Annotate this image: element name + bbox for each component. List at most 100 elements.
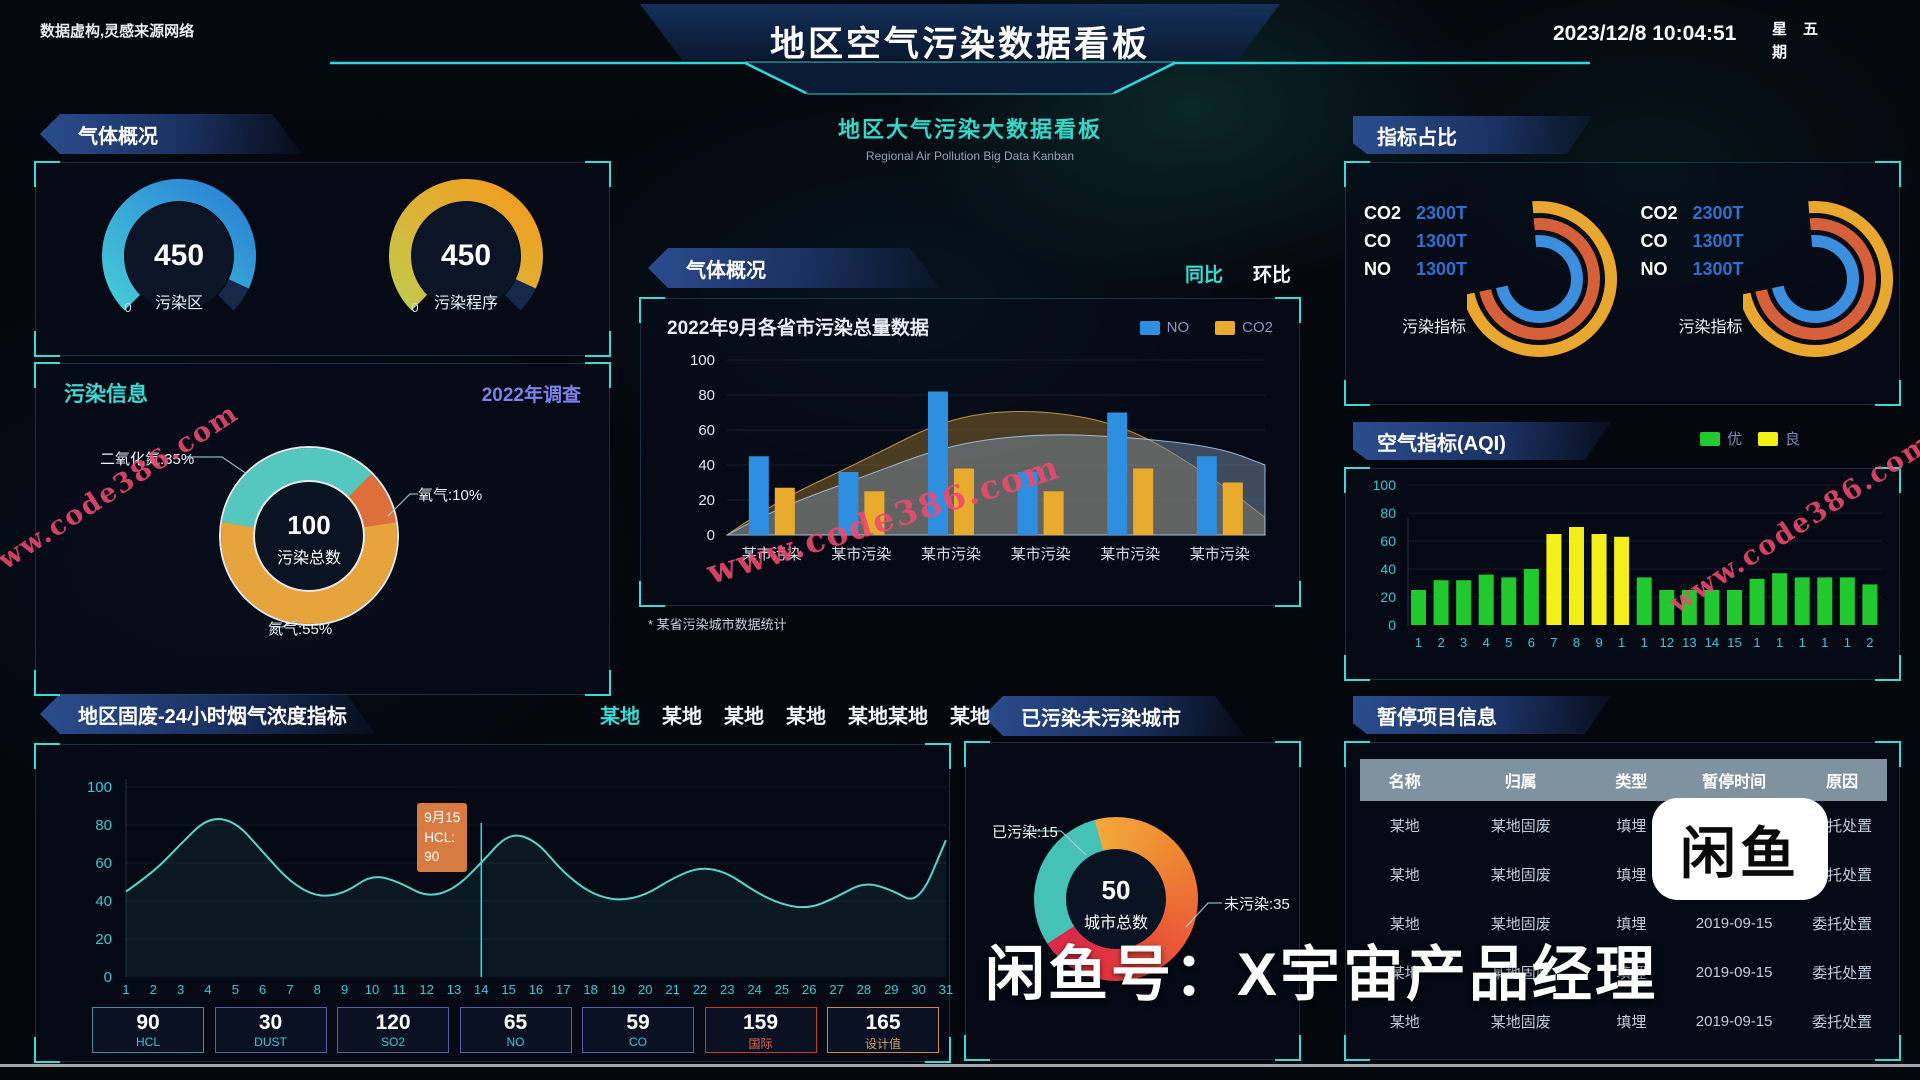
- svg-text:20: 20: [95, 931, 112, 948]
- x-tick: 28: [856, 982, 872, 997]
- header-decoration: [330, 4, 1590, 95]
- banner-solid-waste: 地区固废-24小时烟气浓度指标: [40, 694, 376, 734]
- corner-decoration: [964, 1035, 990, 1061]
- cities-panel: 50 城市总数 已污染:15 未污染:35: [964, 741, 1301, 1061]
- legend-item-优[interactable]: 优: [1700, 428, 1742, 449]
- column-header: 类型: [1615, 774, 1648, 791]
- svg-text:20: 20: [698, 492, 715, 509]
- legend-swatch: [1215, 320, 1236, 335]
- stat-cards: 90 HCL 30 DUST 120 SO2 65 NO 59 CO 159 国际 165 设计值: [92, 1007, 939, 1053]
- svg-text:60: 60: [95, 855, 112, 872]
- stat-label: NO: [506, 1035, 525, 1050]
- x-tick: 17: [556, 982, 571, 997]
- svg-text:某市污染: 某市污染: [1100, 546, 1160, 563]
- corner-decoration: [34, 1037, 60, 1063]
- svg-text:100: 100: [1373, 479, 1397, 493]
- indicator-ratio-panel: CO2 2300T CO 1300T NO 1300T 污染指标 CO2 2300T CO 1300…: [1344, 161, 1901, 406]
- corner-decoration: [639, 297, 665, 323]
- legend-label: NO: [1166, 319, 1190, 336]
- banner-gas-chart: 气体概况: [648, 248, 940, 288]
- x-tick: 6: [259, 982, 267, 997]
- widget-caption: 污染指标: [1678, 319, 1743, 336]
- svg-text:2: 2: [1866, 635, 1873, 650]
- x-tick: 14: [474, 982, 489, 997]
- subtitle-en: Regional Air Pollution Big Data Kanban: [865, 149, 1075, 163]
- indicator-label: CO: [1640, 231, 1668, 251]
- svg-text:4: 4: [1483, 635, 1490, 650]
- gauge-group: 450 污染区 0 450 污染程序 0: [36, 163, 609, 355]
- tab-region[interactable]: 某地: [662, 705, 702, 728]
- svg-text:1: 1: [1799, 635, 1806, 650]
- pollution-total-value: 100: [287, 510, 331, 540]
- slice-callout: 二氧化氮:35%: [100, 451, 195, 468]
- stat-label: 国际: [748, 1037, 773, 1052]
- legend-item-CO2[interactable]: CO2: [1215, 319, 1273, 336]
- svg-text:3: 3: [1460, 635, 1467, 650]
- indicator-row: CO 1300T: [1641, 231, 1744, 252]
- stat-card-DUST: 30 DUST: [214, 1007, 327, 1053]
- svg-text:某市污染: 某市污染: [921, 546, 981, 563]
- stat-card-NO: 65 NO: [459, 1007, 572, 1053]
- svg-text:0: 0: [707, 527, 715, 544]
- banner-aqi: 空气指标(AQI): [1353, 422, 1611, 460]
- chart-tooltip: 9月15 HCL: 90: [417, 803, 468, 872]
- link-huanbi[interactable]: 环比: [1253, 265, 1292, 286]
- x-tick: 5: [231, 982, 239, 997]
- column-header: 名称: [1388, 774, 1421, 791]
- table-row: 某地 某地固废 填埋 2019-09-15 委托处置: [1360, 899, 1887, 948]
- legend-swatch: [1758, 431, 1779, 446]
- region-tabs: 某地 某地 某地 某地 某地某地 某地: [600, 694, 990, 734]
- weekday-char: 期: [1772, 44, 1788, 62]
- x-tick: 31: [938, 982, 954, 997]
- svg-text:15: 15: [1727, 635, 1741, 650]
- indicator-value: 2300T: [1416, 203, 1468, 223]
- x-tick: 21: [665, 982, 680, 997]
- city-total-value: 50: [1101, 875, 1131, 905]
- svg-text:0: 0: [125, 300, 132, 315]
- x-tick: 12: [419, 982, 434, 997]
- indicator-value: 2300T: [1692, 203, 1744, 223]
- stat-label: 设计值: [864, 1037, 901, 1052]
- province-bar-chart: 100 80 60 40 20 0 某市污染 某市污染 某市污染 某市污染 某市污染 某市污染: [665, 345, 1277, 590]
- pollution-info-panel: 污染信息 2022年调查 100 污染总数 二氧化氮:35% 氧气:10% 氮气:5…: [34, 362, 611, 696]
- indicator-row: CO2 2300T: [1364, 203, 1467, 224]
- svg-text:80: 80: [698, 387, 715, 404]
- banner-cities: 已污染未污染城市: [983, 696, 1245, 736]
- x-tick: 8: [313, 982, 321, 997]
- svg-text:450: 450: [154, 239, 204, 272]
- svg-text:5: 5: [1505, 635, 1512, 650]
- table-row: 某地 某地固废 填埋 2019-09-15 委托处置: [1360, 997, 1887, 1046]
- svg-text:12: 12: [1660, 635, 1674, 650]
- stat-value: 90: [136, 1011, 160, 1034]
- link-tongbi[interactable]: 同比: [1185, 265, 1224, 286]
- province-pollution-panel: 2022年9月各省市污染总量数据 NO CO2 100 80 60 40 20 0 某市污染 某…: [639, 297, 1301, 607]
- table-cell: 某地: [1389, 867, 1420, 884]
- svg-text:60: 60: [698, 422, 715, 439]
- weekday-char: 星: [1772, 21, 1788, 38]
- table-cell: 2019-09-15: [1695, 915, 1773, 932]
- tab-region[interactable]: 某地: [950, 705, 990, 728]
- survey-link[interactable]: 2022年调查: [481, 385, 581, 406]
- table-header: 名称 归属 类型 暂停时间 原因: [1360, 759, 1887, 801]
- tooltip-series: HCL:: [424, 829, 456, 845]
- indicator-label: NO: [1364, 259, 1391, 279]
- tab-region[interactable]: 某地某地: [848, 705, 928, 728]
- indicator-label: CO2: [1640, 203, 1678, 223]
- legend-item-NO[interactable]: NO: [1139, 319, 1190, 336]
- svg-text:7: 7: [1550, 635, 1557, 650]
- stat-card-SO2: 120 SO2: [337, 1007, 449, 1053]
- stat-card-国际: 159 国际: [704, 1007, 817, 1053]
- widget-caption: 污染指标: [1402, 319, 1467, 336]
- table-cell: 委托处置: [1812, 1014, 1873, 1031]
- tab-region[interactable]: 某地: [724, 705, 764, 728]
- tab-region[interactable]: 某地: [600, 705, 640, 728]
- panel-title: 污染信息: [64, 383, 148, 406]
- compare-links: 同比 环比: [1185, 260, 1291, 287]
- stat-label: DUST: [254, 1035, 287, 1050]
- column-header: 归属: [1504, 774, 1537, 791]
- svg-text:1: 1: [1844, 635, 1851, 650]
- legend-item-良[interactable]: 良: [1758, 428, 1800, 449]
- corner-decoration: [34, 670, 60, 696]
- tab-region[interactable]: 某地: [786, 705, 826, 728]
